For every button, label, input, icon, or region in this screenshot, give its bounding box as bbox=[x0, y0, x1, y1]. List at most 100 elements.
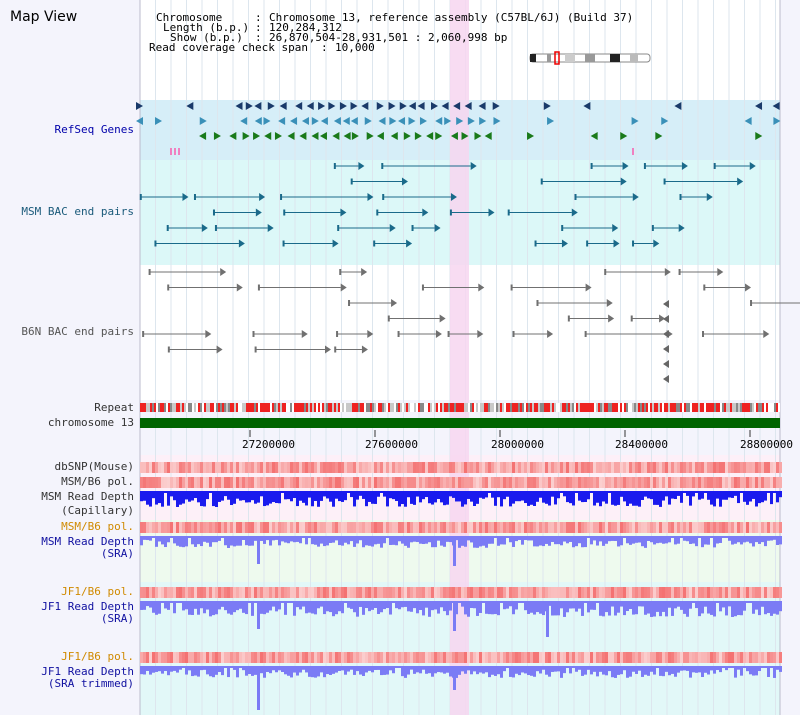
msm-b6-pol-cell bbox=[152, 477, 155, 488]
jf1-b6-pol-cell bbox=[692, 587, 695, 598]
msm-depth-cap-bar bbox=[776, 491, 779, 503]
refseq-gene-mark bbox=[773, 117, 781, 125]
dbsnp-cell bbox=[428, 462, 431, 473]
msm-b6-pol-cell bbox=[599, 522, 602, 533]
repeat-segment bbox=[350, 403, 352, 412]
repeat-segment bbox=[158, 403, 160, 412]
msm-depth-cap-bar bbox=[287, 491, 290, 500]
jf1-b6-pol-cell bbox=[407, 652, 410, 663]
repeat-segment bbox=[264, 403, 266, 412]
refseq-gene-mark bbox=[755, 102, 763, 110]
msm-b6-pol-cell bbox=[542, 522, 545, 533]
jf1-b6-pol-cell bbox=[536, 652, 539, 663]
jf1-depth-trim-bar bbox=[443, 666, 446, 674]
msm-b6-pol-cell bbox=[731, 477, 734, 488]
jf1-depth-sra-bar bbox=[593, 601, 596, 610]
refseq-gene-mark bbox=[464, 102, 472, 110]
ideogram-band bbox=[610, 54, 620, 62]
repeat-segment bbox=[566, 403, 568, 412]
msm-b6-pol-cell bbox=[248, 522, 251, 533]
jf1-b6-pol-cell bbox=[656, 652, 659, 663]
repeat-segment bbox=[202, 403, 204, 412]
msm-b6-pol-cell bbox=[521, 477, 524, 488]
jf1-depth-sra-bar bbox=[365, 601, 368, 609]
dbsnp-cell bbox=[158, 462, 161, 473]
msm-depth-cap-bar bbox=[350, 491, 353, 498]
jf1-depth-sra-bar bbox=[611, 601, 614, 607]
msm-depth-cap-bar bbox=[263, 491, 266, 507]
msm-depth-cap-bar bbox=[554, 491, 557, 505]
jf1-b6-pol-cell bbox=[290, 587, 293, 598]
msm-depth-sra-bar bbox=[506, 536, 509, 538]
dbsnp-cell bbox=[149, 462, 152, 473]
track-label-jf1-depth-trim[interactable]: JF1 Read Depth bbox=[41, 665, 134, 678]
track-label-jf1-b6-pol-1[interactable]: JF1/B6 pol. bbox=[61, 585, 134, 598]
msm-b6-pol-cell bbox=[215, 477, 218, 488]
msm-depth-sra-bar bbox=[185, 536, 188, 547]
msm-bac-end bbox=[749, 162, 756, 170]
jf1-depth-sra-bar bbox=[563, 601, 566, 617]
track-label-jf1-depth-sra[interactable]: JF1 Read Depth bbox=[41, 600, 134, 613]
msm-b6-pol-cell bbox=[563, 477, 566, 488]
repeat-segment bbox=[718, 403, 720, 412]
jf1-b6-pol-cell bbox=[329, 587, 332, 598]
msm-depth-sra-bar bbox=[398, 536, 401, 542]
jf1-depth-trim-bar bbox=[407, 666, 410, 675]
jf1-b6-pol-cell bbox=[569, 587, 572, 598]
jf1-depth-trim-bar bbox=[611, 666, 614, 678]
msm-b6-pol-cell bbox=[242, 477, 245, 488]
msm-b6-pol-cell bbox=[662, 477, 665, 488]
msm-b6-pol-cell bbox=[317, 477, 320, 488]
msm-bac-end bbox=[259, 193, 266, 201]
msm-b6-pol-cell bbox=[524, 522, 527, 533]
dbsnp-cell bbox=[209, 462, 212, 473]
msm-depth-sra-bar bbox=[647, 536, 650, 541]
repeat-segment bbox=[204, 403, 206, 412]
msm-bac-end bbox=[534, 240, 537, 247]
track-label-msm-bac[interactable]: MSM BAC end pairs bbox=[21, 205, 134, 218]
track-label-msm-b6-pol-2[interactable]: MSM/B6 pol. bbox=[61, 520, 134, 533]
msm-b6-pol-cell bbox=[482, 522, 485, 533]
jf1-b6-pol-cell bbox=[725, 587, 728, 598]
dbsnp-cell bbox=[491, 462, 494, 473]
jf1-depth-sra-bar bbox=[290, 601, 293, 603]
msm-depth-cap-bar bbox=[446, 491, 449, 505]
msm-depth-sra-bar bbox=[548, 536, 551, 546]
dbsnp-cell bbox=[524, 462, 527, 473]
track-label-jf1-b6-pol-2[interactable]: JF1/B6 pol. bbox=[61, 650, 134, 663]
msm-depth-cap-bar bbox=[167, 491, 170, 506]
track-label-msm-b6-pol-1[interactable]: MSM/B6 pol. bbox=[61, 475, 134, 488]
track-label-msm-depth-sra[interactable]: MSM Read Depth bbox=[41, 535, 134, 548]
track-label-b6n-bac[interactable]: B6N BAC end pairs bbox=[21, 325, 134, 338]
jf1-b6-pol-cell bbox=[593, 587, 596, 598]
jf1-b6-pol-cell bbox=[578, 587, 581, 598]
b6n-bac-end bbox=[325, 345, 332, 354]
b6n-bac-end bbox=[510, 284, 513, 291]
repeat-segment bbox=[394, 403, 396, 412]
msm-b6-pol-cell bbox=[566, 522, 569, 533]
b6n-bac-end bbox=[512, 331, 515, 337]
jf1-b6-pol-cell bbox=[779, 652, 782, 663]
msm-depth-cap-bar bbox=[194, 491, 197, 499]
jf1-depth-sra-bar bbox=[344, 601, 347, 603]
jf1-depth-trim-bar bbox=[278, 666, 281, 671]
msm-depth-cap-bar bbox=[470, 491, 473, 502]
jf1-b6-pol-cell bbox=[368, 587, 371, 598]
dbsnp-cell bbox=[464, 462, 467, 473]
jf1-b6-pol-cell bbox=[704, 652, 707, 663]
jf1-b6-pol-cell bbox=[527, 587, 530, 598]
msm-depth-cap-bar bbox=[395, 491, 398, 502]
jf1-b6-pol-cell bbox=[743, 652, 746, 663]
repeat-segment bbox=[282, 403, 284, 412]
jf1-b6-pol-cell bbox=[668, 587, 671, 598]
jf1-b6-pol-cell bbox=[668, 652, 671, 663]
jf1-b6-pol-cell bbox=[683, 587, 686, 598]
track-label-msm-depth-cap[interactable]: MSM Read Depth bbox=[41, 490, 134, 503]
jf1-depth-sra-bar bbox=[539, 601, 542, 614]
repeat-segment bbox=[752, 403, 754, 412]
track-label-dbsnp[interactable]: dbSNP(Mouse) bbox=[54, 460, 134, 473]
track-label-refseq[interactable]: RefSeq Genes bbox=[54, 123, 134, 136]
jf1-depth-trim-bar bbox=[509, 666, 512, 677]
